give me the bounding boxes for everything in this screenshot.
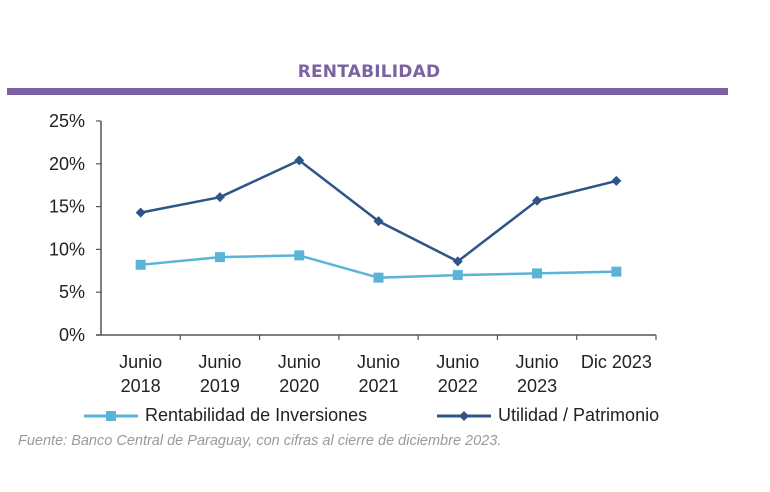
legend-item-inversiones: Rentabilidad de Inversiones [84,405,367,426]
x-tick-label: 2023 [517,376,557,396]
data-point-square [452,270,463,281]
x-tick-label: 2020 [279,376,319,396]
source-note: Fuente: Banco Central de Paraguay, con c… [18,433,502,449]
y-tick-label: 5% [59,282,85,302]
x-tick-label: 2022 [438,376,478,396]
x-tick-label: Junio [119,352,162,372]
data-point-square [294,250,305,261]
x-tick-label: 2018 [121,376,161,396]
legend-line-diamond-icon [437,411,491,422]
data-point-diamond [611,175,622,186]
legend-label: Utilidad / Patrimonio [498,405,660,425]
x-tick-label: Junio [436,352,479,372]
legend-item-utilidad: Utilidad / Patrimonio [437,405,659,426]
data-point-square [611,266,622,277]
data-point-diamond [294,155,305,166]
y-tick-label: 10% [49,239,85,259]
series-line-utilidad [140,159,617,263]
x-tick-label: 2019 [200,376,240,396]
title-divider [7,88,728,95]
x-tick-label: Junio [198,352,241,372]
x-tick-label: Junio [516,352,559,372]
x-tick-label: 2021 [358,376,398,396]
x-tick-label: Dic 2023 [581,352,652,372]
data-point-square [214,252,225,263]
data-point-square [373,272,384,283]
y-tick-label: 25% [49,111,85,131]
data-point-square [135,259,146,270]
y-tick-label: 15% [49,197,85,217]
x-tick-label: Junio [278,352,321,372]
x-tick-label: Junio [357,352,400,372]
y-tick-label: 0% [59,325,85,345]
data-point-diamond [214,192,225,203]
data-point-diamond [532,195,543,206]
legend-line-square-icon [84,411,138,422]
legend-label: Rentabilidad de Inversiones [145,405,368,425]
y-tick-label: 20% [49,154,85,174]
data-point-diamond [452,256,463,267]
data-point-square [532,268,543,279]
chart-title: RENTABILIDAD [297,62,441,82]
data-point-diamond [135,207,146,218]
data-point-diamond [373,216,384,227]
